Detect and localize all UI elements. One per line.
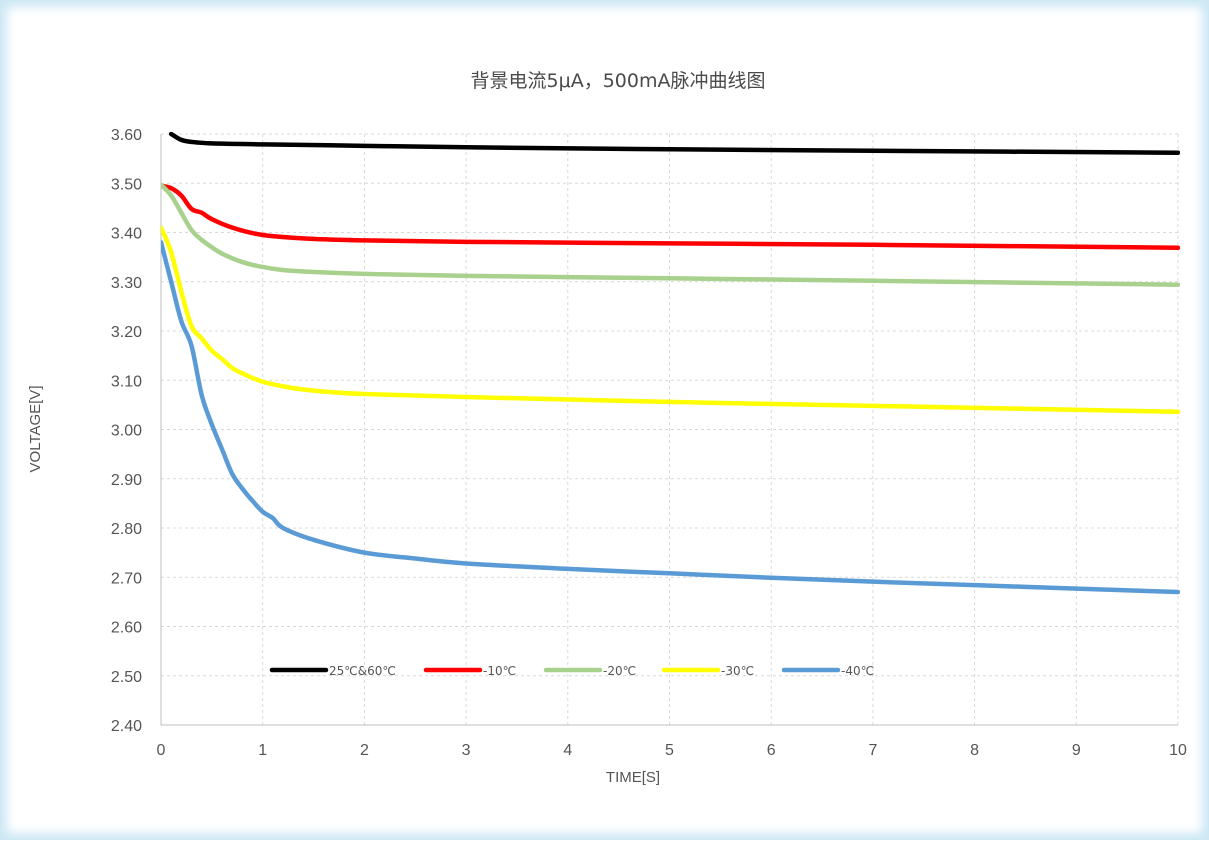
legend-label-4: -40℃ (841, 664, 874, 678)
legend: 25℃&60℃ -10℃ -20℃ -30℃ -40℃ (269, 664, 874, 678)
x-tick-label: 9 (1072, 742, 1081, 759)
series-line-0 (168, 132, 1180, 155)
y-tick-label: 3.50 (111, 176, 142, 193)
x-tick-label: 0 (157, 742, 166, 759)
y-tick-label: 3.10 (111, 373, 142, 390)
legend-label-0: 25℃&60℃ (329, 664, 396, 678)
x-tick-label: 8 (970, 742, 979, 759)
x-tick-label: 5 (665, 742, 674, 759)
y-tick-label: 2.60 (111, 620, 142, 637)
y-tick-label: 3.00 (111, 423, 142, 440)
gridlines (161, 133, 1179, 725)
series-lines (161, 132, 1180, 595)
x-tick-label: 2 (360, 742, 369, 759)
y-tick-label: 3.20 (111, 324, 142, 341)
x-tick-label: 10 (1169, 742, 1187, 759)
y-tick-label: 3.60 (111, 127, 142, 144)
y-tick-label: 3.30 (111, 275, 142, 292)
y-tick-label: 2.40 (111, 718, 142, 735)
y-tick-label: 2.90 (111, 472, 142, 489)
x-axis-title: TIME[S] (606, 769, 660, 786)
x-tick-label: 3 (462, 742, 471, 759)
y-tick-label: 2.50 (111, 669, 142, 686)
x-tick-label: 6 (767, 742, 776, 759)
y-tick-label: 2.80 (111, 521, 142, 538)
y-tick-label: 2.70 (111, 570, 142, 587)
chart-title: 背景电流5μA，500mA脉冲曲线图 (471, 70, 766, 92)
series-line-2 (161, 182, 1180, 287)
axes: 2.40 2.50 2.60 2.70 2.80 2.90 3.00 3.10 3.20 3.30… (111, 127, 1187, 759)
legend-label-2: -20℃ (603, 664, 636, 678)
y-tick-label: 3.40 (111, 226, 142, 243)
y-axis-title: VOLTAGE[V] (27, 386, 44, 473)
legend-label-3: -30℃ (721, 664, 754, 678)
series-line-4 (161, 240, 1180, 595)
legend-label-1: -10℃ (483, 664, 516, 678)
series-line-3 (161, 225, 1180, 415)
x-tick-label: 7 (868, 742, 877, 759)
x-tick-label: 4 (563, 742, 572, 759)
series-line-1 (161, 183, 1180, 251)
x-tick-label: 1 (258, 742, 267, 759)
